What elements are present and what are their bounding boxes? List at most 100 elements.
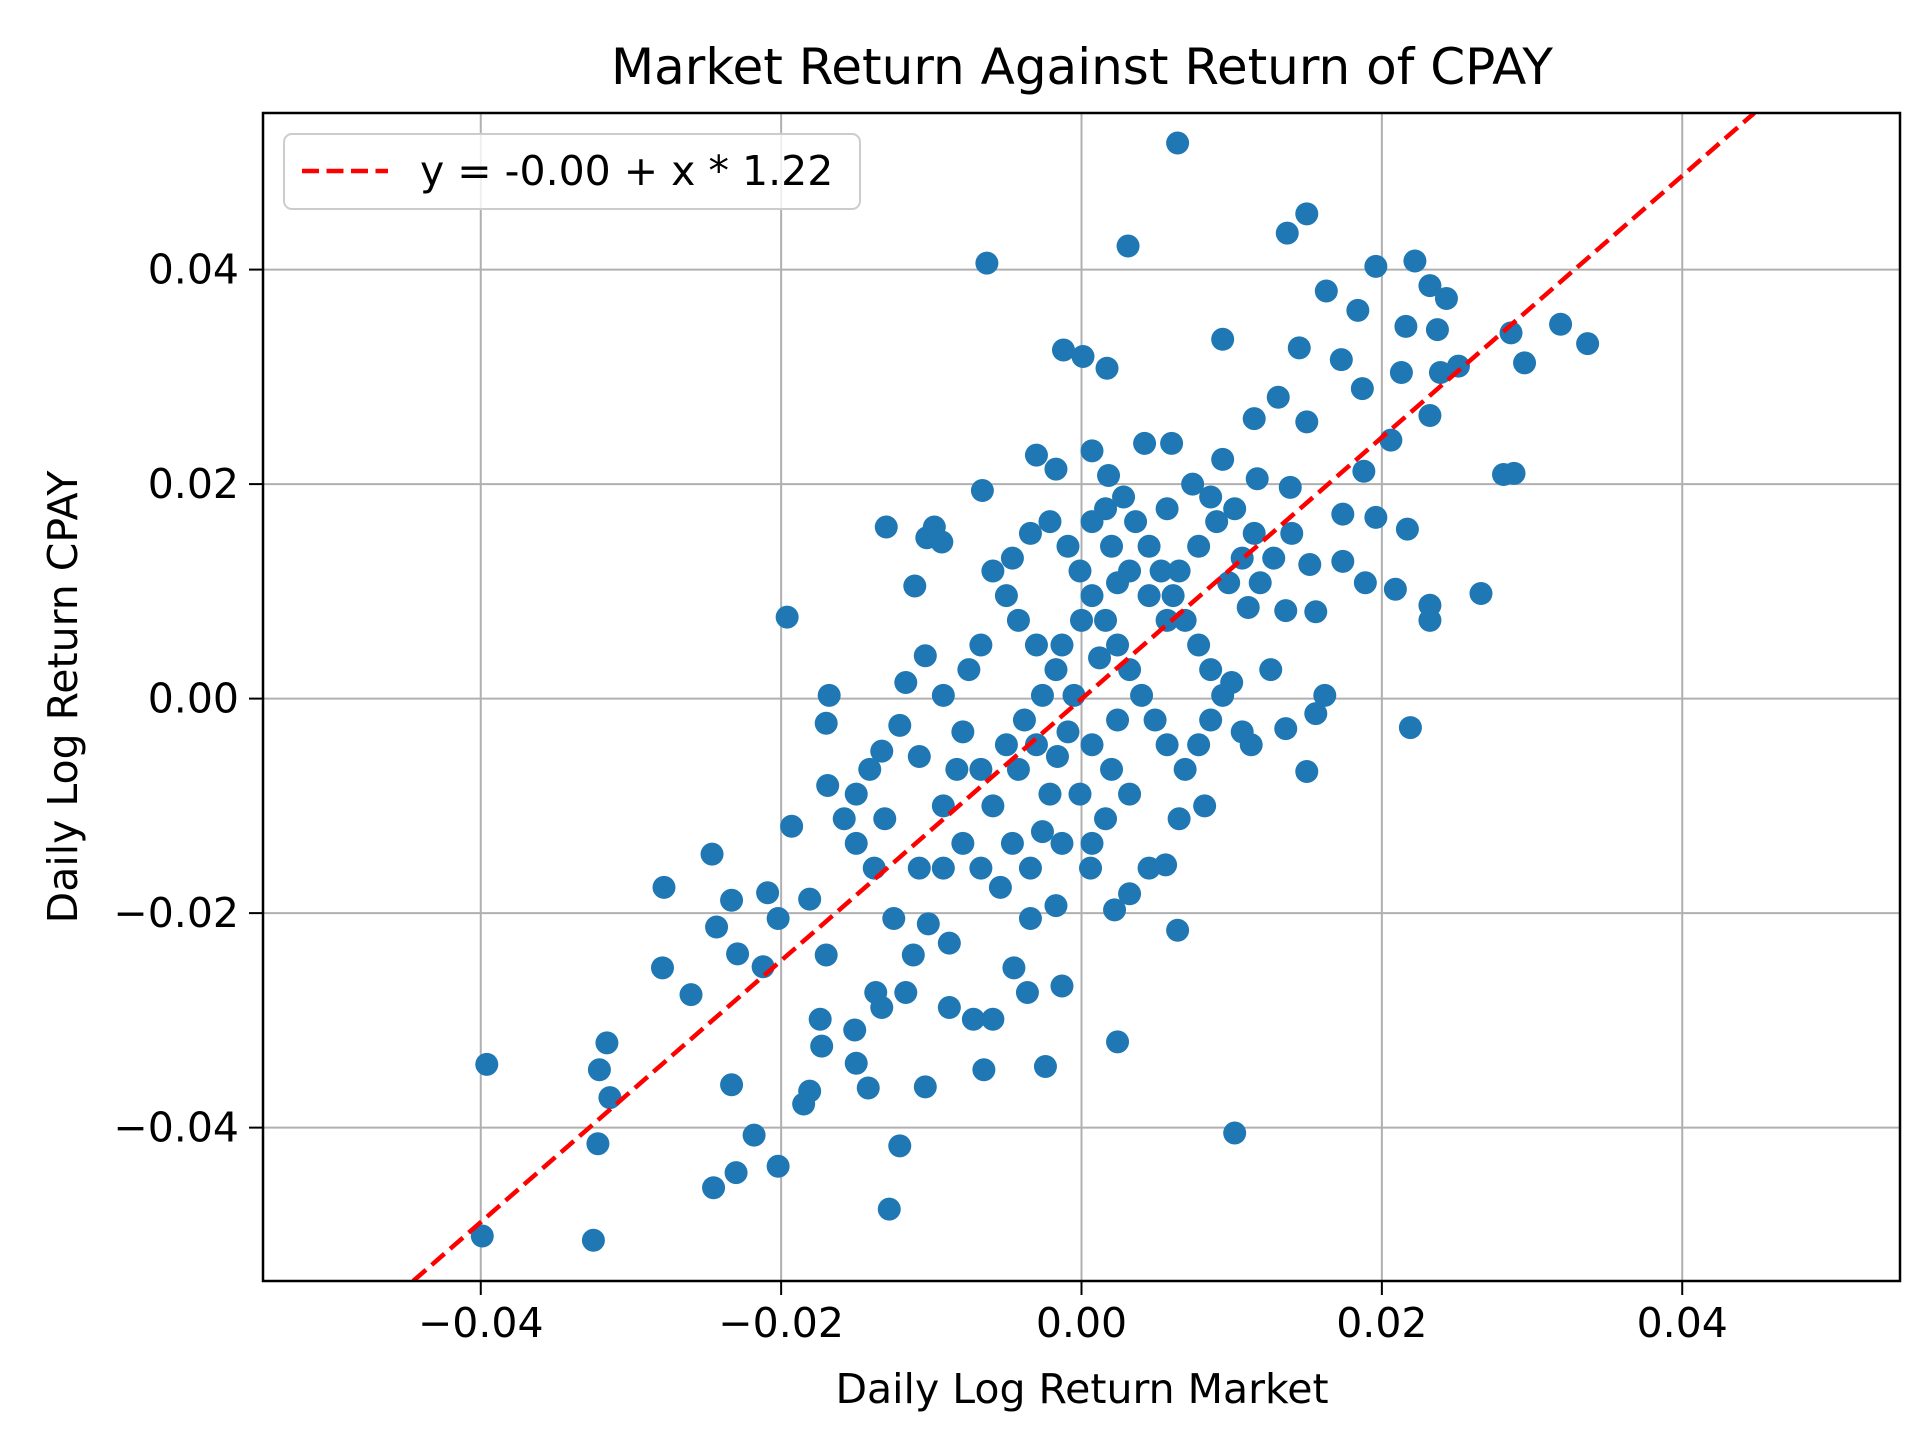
scatter-point	[1350, 377, 1374, 401]
scatter-point	[1205, 510, 1229, 534]
scatter-point	[702, 1176, 726, 1200]
scatter-point	[1446, 354, 1470, 378]
scatter-point	[1418, 274, 1442, 298]
scatter-point	[1154, 853, 1178, 877]
scatter-point	[756, 881, 780, 905]
scatter-point	[817, 683, 841, 707]
scatter-point	[1364, 254, 1388, 278]
scatter-point	[720, 888, 744, 912]
scatter-point	[1106, 708, 1130, 732]
scatter-point	[1266, 385, 1290, 409]
scatter-point	[1080, 584, 1104, 608]
scatter-point	[1295, 760, 1319, 784]
scatter-point	[957, 658, 981, 682]
scatter-point	[1298, 553, 1322, 577]
scatter-point	[1137, 534, 1161, 558]
scatter-point	[1364, 505, 1388, 529]
scatter-point	[1161, 584, 1185, 608]
scatter-point	[832, 807, 856, 831]
scatter-point	[475, 1052, 499, 1076]
scatter-point	[1242, 521, 1266, 545]
scatter-point	[1389, 361, 1413, 385]
scatter-point	[1173, 757, 1197, 781]
scatter-point	[951, 831, 975, 855]
scatter-point	[1079, 856, 1103, 880]
scatter-point	[1346, 298, 1370, 322]
scatter-point	[1106, 633, 1130, 657]
scatter-point	[858, 757, 882, 781]
scatter-point	[808, 1007, 832, 1031]
scatter-point	[1024, 633, 1048, 657]
scatter-point	[1278, 475, 1302, 499]
scatter-point	[1118, 882, 1142, 906]
x-tick-label: −0.02	[718, 1299, 844, 1347]
scatter-point	[1130, 683, 1154, 707]
scatter-point	[888, 713, 912, 737]
scatter-point	[1379, 428, 1403, 452]
scatter-point	[1118, 782, 1142, 806]
scatter-point	[1106, 1030, 1130, 1054]
scatter-point	[726, 942, 750, 966]
scatter-point	[1242, 407, 1266, 431]
scatter-point	[1095, 356, 1119, 380]
scatter-point	[907, 745, 931, 769]
scatter-point	[1080, 733, 1104, 757]
scatter-point	[1395, 517, 1419, 541]
scatter-point	[1295, 202, 1319, 226]
scatter-point	[1331, 502, 1355, 526]
scatter-point	[1088, 646, 1112, 670]
scatter-point	[870, 996, 894, 1020]
scatter-point	[1314, 279, 1338, 303]
scatter-point	[981, 559, 1005, 583]
scatter-point	[724, 1161, 748, 1185]
scatter-point	[1280, 521, 1304, 545]
x-axis-label: Daily Log Return Market	[835, 1365, 1328, 1413]
scatter-point	[1044, 457, 1068, 481]
scatter-point	[742, 1123, 766, 1147]
scatter-point	[1394, 314, 1418, 338]
y-tick-label: −0.04	[113, 1104, 239, 1152]
x-tick-label: 0.00	[1036, 1299, 1127, 1347]
scatter-point	[1006, 608, 1030, 632]
scatter-point	[1116, 234, 1140, 258]
scatter-point	[1304, 702, 1328, 726]
scatter-point	[1428, 361, 1452, 385]
scatter-point	[1167, 559, 1191, 583]
y-tick-label: 0.04	[148, 246, 239, 294]
scatter-point	[874, 515, 898, 539]
scatter-point	[951, 720, 975, 744]
scatter-point	[972, 1058, 996, 1082]
scatter-point	[1124, 510, 1148, 534]
scatter-point	[598, 1086, 622, 1110]
scatter-point	[913, 1075, 937, 1099]
scatter-point	[1050, 831, 1074, 855]
scatter-point	[1223, 1121, 1247, 1145]
scatter-point	[1015, 980, 1039, 1004]
scatter-point	[1236, 595, 1260, 619]
scatter-point	[1024, 443, 1048, 467]
scatter-point	[894, 671, 918, 695]
scatter-point	[937, 931, 961, 955]
scatter-point	[903, 574, 927, 598]
scatter-point	[1155, 733, 1179, 757]
scatter-point	[882, 906, 906, 930]
scatter-point	[1018, 856, 1042, 880]
scatter-point	[587, 1058, 611, 1082]
scatter-point	[1199, 708, 1223, 732]
scatter-point	[650, 956, 674, 980]
scatter-point	[1425, 318, 1449, 342]
y-tick-label: 0.02	[148, 460, 239, 508]
scatter-point	[981, 1007, 1005, 1031]
scatter-point	[1187, 733, 1211, 757]
scatter-point	[1155, 608, 1179, 632]
scatter-point	[766, 906, 790, 930]
scatter-point	[1080, 831, 1104, 855]
scatter-point	[856, 1076, 880, 1100]
scatter-point	[1133, 431, 1157, 455]
scatter-point	[1262, 546, 1286, 570]
scatter-point	[862, 856, 886, 880]
scatter-point	[1024, 733, 1048, 757]
scatter-point	[969, 856, 993, 880]
scatter-point	[1070, 608, 1093, 632]
scatter-point	[901, 943, 925, 967]
